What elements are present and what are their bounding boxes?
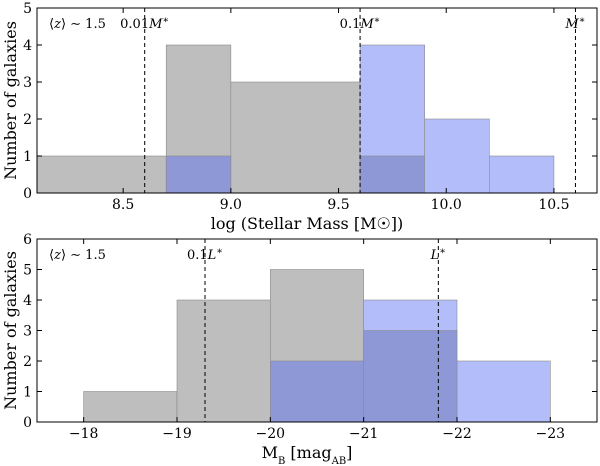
x-axis-label: MB [magAB] [262,443,353,466]
bar-overlap-1 [165,155,232,194]
reference-label-2: L∗ [430,246,446,264]
bar-overlap-2 [359,155,425,194]
y-tick-label: 6 [23,232,32,248]
bar-gray-3 [230,81,361,194]
x-tick-label: 9.5 [327,197,349,213]
x-tick-label: 9.0 [220,197,242,213]
x-tick-label: −19 [162,426,192,442]
y-tick-label: 5 [23,1,32,17]
y-tick-label: 1 [23,149,32,165]
y-axis-label: Number of galaxies [1,251,20,410]
bar-gray-1 [83,391,178,423]
x-tick-label: −22 [442,426,472,442]
bar-overlap-2 [363,330,458,423]
x-axis-label: log (Stellar Mass [M☉]) [211,214,404,233]
bar-blue-3 [489,155,555,194]
y-tick-label: 0 [23,415,32,431]
y-tick-label: 5 [23,263,32,279]
y-axis-label: Number of galaxies [1,21,20,180]
bar-gray-1 [36,155,167,194]
x-tick-label: −20 [256,426,286,442]
chart-panel-1: 0.01M∗ 0.1M∗ M∗ 8.5 9.0 9.5 10.0 10.5 0 1 2 3 4 5 ⟨z⟩ … [1,1,598,233]
bar-overlap-1 [270,360,364,423]
bar-gray-2 [176,299,271,423]
redshift-annotation: ⟨z⟩ ∼ 1.5 [49,17,106,32]
x-tick-label: 10.5 [538,197,569,213]
x-tick-label: −18 [69,426,99,442]
y-tick-label: 2 [23,354,32,370]
x-tick-label: 10.0 [431,197,462,213]
reference-label-3: M∗ [564,15,585,33]
y-tick-label: 2 [23,112,32,128]
y-tick-label: 3 [23,324,32,340]
axes-frame [36,7,598,194]
reference-label-1: 0.1L∗ [187,246,223,264]
y-tick-label: 0 [23,186,32,202]
bar-blue-2 [456,360,551,423]
y-tick-label: 1 [23,385,32,401]
y-tick-label: 4 [23,293,32,309]
bar-blue-2 [424,118,490,194]
chart-panel-2: 0.1L∗ L∗ −18 −19 −20 −21 −22 −23 0 1 2 3 4 5 6 ⟨z⟩ ∼ 1.… [1,232,598,466]
reference-label-2: 0.1M∗ [340,15,381,33]
reference-label-1: 0.01M∗ [120,15,169,33]
x-tick-label: −23 [536,426,566,442]
redshift-annotation: ⟨z⟩ ∼ 1.5 [49,248,106,263]
y-tick-label: 4 [23,38,32,54]
x-tick-label: −21 [349,426,379,442]
y-tick-label: 3 [23,75,32,91]
x-tick-label: 8.5 [112,197,134,213]
